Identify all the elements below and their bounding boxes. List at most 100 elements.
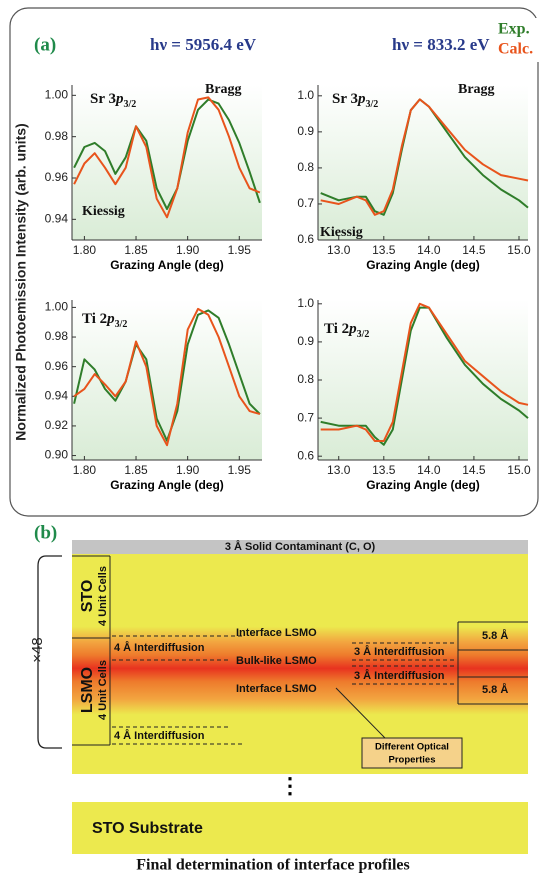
plot-area xyxy=(72,300,262,460)
region-label: Interface LSMO xyxy=(236,627,317,639)
x-tick-label: 1.80 xyxy=(73,463,97,477)
x-tick-label: 13.0 xyxy=(327,463,351,477)
interdiffusion-label: 4 Å Interdiffusion xyxy=(114,729,205,742)
plot-area xyxy=(72,85,262,240)
region-label: Interface LSMO xyxy=(236,683,317,695)
caption: Final determination of interface profile… xyxy=(136,857,409,874)
peak-label: Ti 2p3/2 xyxy=(82,311,127,330)
y-tick-label: 0.8 xyxy=(297,160,314,174)
y-tick-label: 0.94 xyxy=(45,212,69,226)
data-line xyxy=(320,306,529,446)
peak-label: Sr 3p3/2 xyxy=(90,91,136,110)
layer-label: 3 Å Solid Contaminant (C, O) xyxy=(225,540,376,553)
x-tick-label: 1.80 xyxy=(73,243,97,257)
y-tick-label: 1.0 xyxy=(297,88,314,102)
panel-tag: (b) xyxy=(34,522,57,543)
x-axis-label: Grazing Angle (deg) xyxy=(110,478,224,492)
y-tick-label: 0.9 xyxy=(297,124,314,138)
x-tick-label: 15.0 xyxy=(507,243,531,257)
label-main: Ti 2 xyxy=(324,321,349,337)
annotation: Bragg xyxy=(205,82,242,97)
contaminant-layer xyxy=(72,540,528,554)
y-tick-label: 0.6 xyxy=(297,232,314,246)
data-line xyxy=(73,309,261,442)
x-tick-label: 13.0 xyxy=(327,243,351,257)
y-tick-label: 0.96 xyxy=(45,170,69,184)
label-orbital: p xyxy=(105,311,115,327)
interdiffusion-label: 4 Å Interdiffusion xyxy=(114,641,205,654)
optical-label: Properties xyxy=(389,755,436,766)
label-orbital: p xyxy=(356,91,366,107)
thickness-label: 5.8 Å xyxy=(482,683,508,696)
interdiffusion-label: 3 Å Interdiffusion xyxy=(354,645,445,658)
x-axis-label: Grazing Angle (deg) xyxy=(110,258,224,272)
x-tick-label: 13.5 xyxy=(372,463,396,477)
label-main: Ti 2 xyxy=(82,311,107,327)
superlattice xyxy=(72,554,528,774)
x-tick-label: 1.95 xyxy=(228,463,252,477)
data-line xyxy=(320,302,529,442)
y-tick-label: 1.00 xyxy=(45,88,69,102)
y-tick-label: 0.7 xyxy=(297,410,314,424)
y-tick-label: 0.98 xyxy=(45,129,69,143)
optical-label: Different Optical xyxy=(375,742,449,753)
x-tick-label: 14.5 xyxy=(462,243,486,257)
substrate-label: STO Substrate xyxy=(92,820,203,837)
layer-name: LSMO xyxy=(79,667,96,713)
x-axis-label: Grazing Angle (deg) xyxy=(366,478,480,492)
y-tick-label: 0.8 xyxy=(297,372,314,386)
y-tick-label: 0.9 xyxy=(297,334,314,348)
annotation: Kiessig xyxy=(82,204,125,219)
pointer xyxy=(335,687,386,739)
x-tick-label: 1.85 xyxy=(124,243,148,257)
y-tick-label: 0.96 xyxy=(45,359,69,373)
annotation: Kiessig xyxy=(320,225,363,240)
y-tick-label: 0.7 xyxy=(297,196,314,210)
x-tick-label: 13.5 xyxy=(372,243,396,257)
repeat-label: ×48 xyxy=(29,637,46,662)
plot-area xyxy=(318,300,528,460)
y-tick-label: 0.94 xyxy=(45,388,69,402)
legend-entry: Exp. xyxy=(498,21,530,38)
label-orbital: p xyxy=(114,91,124,107)
x-axis-label: Grazing Angle (deg) xyxy=(366,258,480,272)
data-line xyxy=(320,98,529,216)
data-line xyxy=(73,96,261,219)
layer-name: STO xyxy=(79,580,96,613)
thickness-label: 5.8 Å xyxy=(482,629,508,642)
region-label: Bulk-like LSMO xyxy=(236,655,317,667)
column-title: hν = 833.2 eV xyxy=(392,35,490,54)
column-title: hν = 5956.4 eV xyxy=(150,35,257,54)
layer-cells: 4 Unit Cells xyxy=(97,566,109,626)
peak-label: Sr 3p3/2 xyxy=(332,91,378,110)
x-tick-label: 1.90 xyxy=(176,463,200,477)
label-main: Sr 3 xyxy=(90,91,116,107)
label-sub: 3/2 xyxy=(123,99,136,110)
x-tick-label: 1.90 xyxy=(176,243,200,257)
annotation: Bragg xyxy=(458,82,495,97)
y-tick-label: 0.98 xyxy=(45,329,69,343)
y-tick-label: 1.00 xyxy=(45,300,69,314)
label-orbital: p xyxy=(347,321,357,337)
y-tick-label: 0.6 xyxy=(297,448,314,462)
x-tick-label: 14.5 xyxy=(462,463,486,477)
label-sub: 3/2 xyxy=(115,319,128,330)
data-line xyxy=(73,307,261,447)
panel-tag: (a) xyxy=(34,34,56,55)
y-tick-label: 0.92 xyxy=(45,418,69,432)
label-main: Sr 3 xyxy=(332,91,358,107)
x-tick-label: 1.95 xyxy=(228,243,252,257)
plot-area xyxy=(318,85,528,240)
continuation: ⋮ xyxy=(279,773,301,798)
x-tick-label: 14.0 xyxy=(417,463,441,477)
data-line xyxy=(73,98,261,210)
x-tick-label: 15.0 xyxy=(507,463,531,477)
y-axis-label: Normalized Photoemission Intensity (arb.… xyxy=(13,123,29,440)
optical-box xyxy=(361,737,463,769)
label-sub: 3/2 xyxy=(357,329,370,340)
y-tick-label: 0.90 xyxy=(45,448,69,462)
substrate xyxy=(72,802,528,854)
label-sub: 3/2 xyxy=(365,99,378,110)
y-tick-label: 1.0 xyxy=(297,296,314,310)
